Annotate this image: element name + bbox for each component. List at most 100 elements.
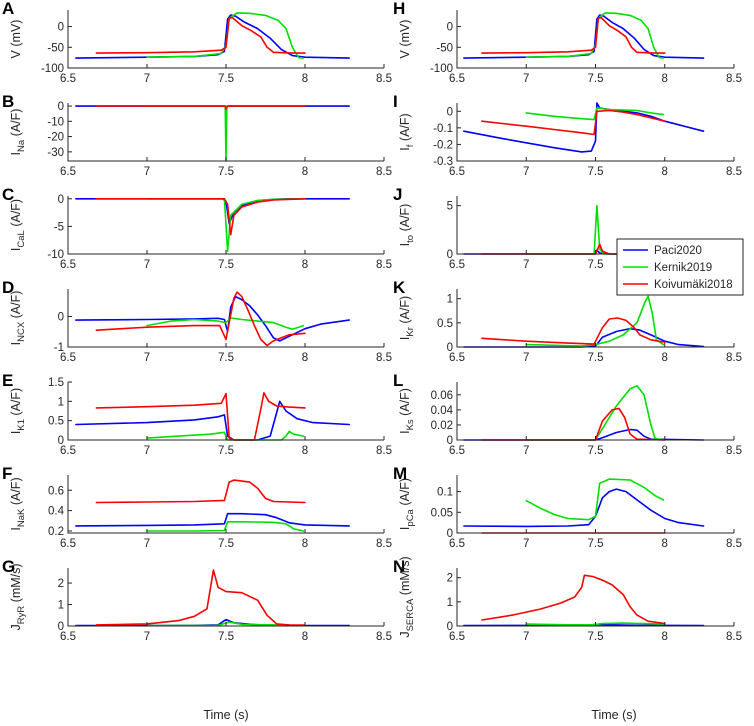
x-tick-label-I: 8.5 [726, 166, 742, 178]
x-tick-label-A: 6.5 [60, 73, 76, 85]
x-tick-label-M: 6.5 [449, 538, 465, 550]
y-tick-label-E: 0.5 [48, 416, 64, 428]
y-tick-label-N: 1 [447, 597, 453, 609]
legend: Paci2020 Kernik2019 Koivumäki2018 [616, 238, 744, 296]
axis-lines-G [67, 568, 384, 627]
panel-N: N 6.5 7 7.5 8 8.5 0 1 2 JSERCA (mM/s) [393, 556, 742, 643]
x-tick-label-N: 7.5 [588, 631, 604, 643]
panel-letter-K: K [393, 278, 406, 297]
y-tick-label-K: 0.5 [437, 318, 453, 330]
x-tick-label-C: 8.5 [376, 259, 392, 271]
panel-C: C 6.5 7 7.5 8 8.5 -10 -5 0 ICaL (A/F) [2, 185, 392, 271]
panel-letter-A: A [2, 0, 14, 18]
x-tick-label-F: 6.5 [60, 538, 76, 550]
x-tick-label-D: 6.5 [60, 352, 76, 364]
panel-letter-J: J [393, 185, 402, 204]
y-tick-label-D: 0 [58, 311, 64, 323]
x-tick-label-L: 6.5 [449, 445, 465, 457]
series-line-A-koivumaki2018 [95, 16, 306, 54]
y-tick-label-N: 2 [447, 573, 453, 585]
y-tick-label-L: 0.02 [431, 420, 453, 432]
series-line-I-kernik2019 [525, 107, 665, 121]
panel-G: G 6.5 7 7.5 8 8.5 0 1 2 JRyR (mM/s) [2, 557, 392, 643]
y-axis-label-E: IK1 (A/F) [9, 388, 27, 434]
y-tick-label-M: 0 [447, 528, 453, 540]
x-tick-label-G: 6.5 [60, 631, 76, 643]
x-tick-label-G: 8 [302, 631, 308, 643]
y-tick-label-L: 0 [447, 435, 453, 447]
series-line-H-koivumaki2018 [481, 16, 666, 54]
panel-A: A 6.5 7 7.5 8 8.5 -100 -50 0 V (mV) [2, 0, 392, 85]
x-tick-label-B: 7 [144, 166, 150, 178]
x-tick-label-E: 7 [144, 445, 150, 457]
x-tick-label-J: 7 [523, 259, 529, 271]
y-tick-label-G: 0 [58, 621, 64, 633]
x-tick-label-B: 6.5 [60, 166, 76, 178]
series-line-F-koivumaki2018 [95, 479, 306, 504]
x-tick-label-L: 8.5 [726, 445, 742, 457]
series-line-D-koivumaki2018 [95, 291, 306, 347]
y-tick-label-C: 0 [58, 194, 64, 206]
series-line-C-koivumaki2018 [95, 198, 306, 236]
y-tick-label-B: -30 [47, 147, 64, 159]
panel-letter-N: N [393, 557, 405, 576]
y-axis-label-K: IKr (A/F) [398, 296, 416, 340]
series-line-F-kernik2019 [146, 521, 305, 532]
x-tick-label-A: 7.5 [218, 73, 234, 85]
y-tick-label-B: 0 [58, 101, 64, 113]
y-tick-label-E: 1.5 [48, 377, 64, 389]
y-tick-label-M: 0.05 [431, 507, 453, 519]
panel-letter-H: H [393, 0, 405, 18]
x-tick-label-E: 8.5 [376, 445, 392, 457]
panel-E: E 6.5 7 7.5 8 8.5 0 0.5 1 1.5 IK1 (A/F) [2, 371, 392, 457]
series-line-L-paci2020 [463, 428, 705, 441]
legend-label-kernik: Kernik2019 [654, 262, 712, 274]
series-line-B-koivumaki2018 [95, 105, 306, 110]
x-tick-label-L: 8 [662, 445, 668, 457]
y-axis-label-N: JSERCA (mM/s) [398, 556, 416, 637]
series-line-C-paci2020 [75, 198, 350, 225]
y-tick-label-C: -10 [47, 249, 64, 261]
y-axis-label-G: JRyR (mM/s) [9, 563, 27, 630]
legend-label-koivumaki: Koivumäki2018 [654, 279, 733, 291]
panel-letter-L: L [393, 371, 403, 390]
panel-F: F 6.5 7 7.5 8 8.5 0.2 0.4 0.6 INaK (A/F) [2, 464, 392, 550]
x-tick-label-N: 8.5 [726, 631, 742, 643]
x-tick-label-B: 8.5 [376, 166, 392, 178]
x-tick-label-F: 7.5 [218, 538, 234, 550]
x-tick-label-C: 6.5 [60, 259, 76, 271]
axis-lines-E [67, 382, 384, 441]
x-tick-label-J: 6.5 [449, 259, 465, 271]
x-tick-label-B: 7.5 [218, 166, 234, 178]
panel-letter-D: D [2, 278, 14, 297]
y-tick-label-K: 0 [447, 342, 453, 354]
x-tick-label-D: 7 [144, 352, 150, 364]
x-axis-label-left: Time (s) [203, 708, 248, 722]
series-line-K-kernik2019 [525, 295, 665, 347]
axis-lines-L [456, 382, 734, 441]
y-tick-label-M: 0.1 [437, 487, 453, 499]
y-tick-label-A: -50 [47, 42, 64, 54]
x-tick-label-D: 8 [302, 352, 308, 364]
panel-I: I 6.5 7 7.5 8 8.5 -0.3 -0.2 -0.1 0 If (A/F) [393, 92, 742, 178]
series-line-I-paci2020 [463, 102, 705, 153]
series-line-L-kernik2019 [525, 385, 665, 441]
y-tick-label-I: -0.2 [433, 139, 453, 151]
x-tick-label-H: 8.5 [726, 73, 742, 85]
x-tick-label-A: 8 [302, 73, 308, 85]
series-line-G-kernik2019 [146, 621, 305, 627]
y-tick-label-L: 0.06 [431, 390, 453, 402]
y-axis-label-B: INa (A/F) [9, 109, 27, 156]
x-tick-label-F: 7 [144, 538, 150, 550]
y-tick-label-B: -20 [47, 132, 64, 144]
series-line-N-kernik2019 [525, 622, 665, 626]
series-line-K-koivumaki2018 [481, 317, 666, 345]
x-tick-label-M: 8.5 [726, 538, 742, 550]
series-line-D-kernik2019 [146, 317, 305, 331]
series-line-H-kernik2019 [525, 12, 665, 59]
series-line-A-paci2020 [75, 14, 350, 59]
y-tick-label-F: 0.4 [48, 506, 65, 518]
x-tick-label-D: 8.5 [376, 352, 392, 364]
y-tick-label-I: -0.3 [433, 156, 453, 168]
y-axis-label-L: IKs (A/F) [398, 388, 416, 434]
